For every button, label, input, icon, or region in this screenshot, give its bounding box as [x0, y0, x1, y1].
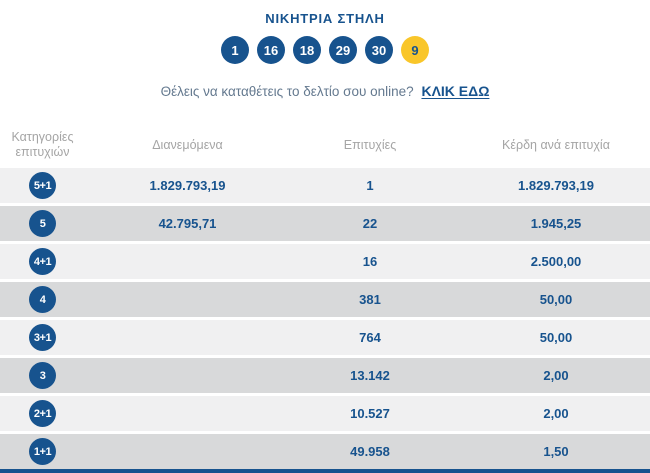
cell-prize: 1.829.793,19 [518, 178, 594, 193]
cell-winners: 381 [359, 292, 381, 307]
number-ball: 16 [257, 36, 285, 64]
play-online-cta: Θέλεις να καταθέτεις το δελτίο σου onlin… [0, 83, 650, 100]
cell-distributed [85, 396, 290, 431]
category-badge: 5+1 [29, 172, 56, 199]
cell-distributed: 1.829.793,19 [149, 178, 226, 193]
cta-text: Θέλεις να καταθέτεις το δελτίο σου onlin… [160, 84, 414, 99]
cell-prize: 50,00 [539, 330, 573, 345]
table-row: 2+1 10.527 2,00 [0, 396, 650, 431]
number-ball: 1 [221, 36, 249, 64]
header-distributed: Διανεμόμενα [152, 137, 223, 152]
cell-winners: 16 [362, 254, 378, 269]
winning-column-title: ΝΙΚΗΤΡΙΑ ΣΤΗΛΗ [265, 11, 385, 26]
cell-winners: 1 [366, 178, 374, 193]
table-row: 3+1 764 50,00 [0, 320, 650, 355]
header-category: Κατηγορίες επιτυχιών [11, 130, 74, 159]
category-badge: 2+1 [29, 400, 56, 427]
cell-distributed [85, 434, 290, 469]
cell-winners: 22 [362, 216, 378, 231]
cell-winners: 49.958 [350, 444, 390, 459]
cell-prize: 2.500,00 [530, 254, 582, 269]
cell-prize: 2,00 [543, 368, 569, 383]
cell-prize: 1.945,25 [530, 216, 582, 231]
joker-ball: 9 [401, 36, 429, 64]
cell-distributed [85, 244, 290, 279]
table-row: 4 381 50,00 [0, 282, 650, 317]
click-here-link[interactable]: ΚΛΙΚ ΕΔΩ [421, 83, 490, 99]
table-row: 5 42.795,71 22 1.945,25 [0, 206, 650, 241]
number-ball: 18 [293, 36, 321, 64]
prize-categories-table: Κατηγορίες επιτυχιών Διανεμόμενα Επιτυχί… [0, 122, 650, 469]
cell-winners: 10.527 [350, 406, 390, 421]
header-winners: Επιτυχίες [343, 137, 397, 152]
number-ball: 30 [365, 36, 393, 64]
category-badge: 3+1 [29, 324, 56, 351]
category-badge: 4 [29, 286, 56, 313]
next-section-top-edge [0, 467, 650, 473]
category-badge: 1+1 [29, 438, 56, 465]
cell-distributed [85, 320, 290, 355]
table-row: 1+1 49.958 1,50 [0, 434, 650, 469]
winning-column-section: ΝΙΚΗΤΡΙΑ ΣΤΗΛΗ 1 16 18 29 30 9 Θέλεις να… [0, 0, 650, 100]
table-row: 4+1 16 2.500,00 [0, 244, 650, 279]
category-badge: 5 [29, 210, 56, 237]
header-prize: Κέρδη ανά επιτυχία [502, 137, 610, 152]
cell-prize: 50,00 [539, 292, 573, 307]
number-ball: 29 [329, 36, 357, 64]
cell-prize: 1,50 [543, 444, 569, 459]
category-badge: 4+1 [29, 248, 56, 275]
table-header-row: Κατηγορίες επιτυχιών Διανεμόμενα Επιτυχί… [0, 122, 650, 168]
cell-distributed [85, 282, 290, 317]
table-row: 3 13.142 2,00 [0, 358, 650, 393]
cell-distributed [85, 358, 290, 393]
category-badge: 3 [29, 362, 56, 389]
winning-numbers: 1 16 18 29 30 9 [0, 36, 650, 64]
cell-winners: 13.142 [350, 368, 390, 383]
cell-winners: 764 [359, 330, 381, 345]
cell-distributed: 42.795,71 [158, 216, 217, 231]
table-row: 5+1 1.829.793,19 1 1.829.793,19 [0, 168, 650, 203]
cell-prize: 2,00 [543, 406, 569, 421]
